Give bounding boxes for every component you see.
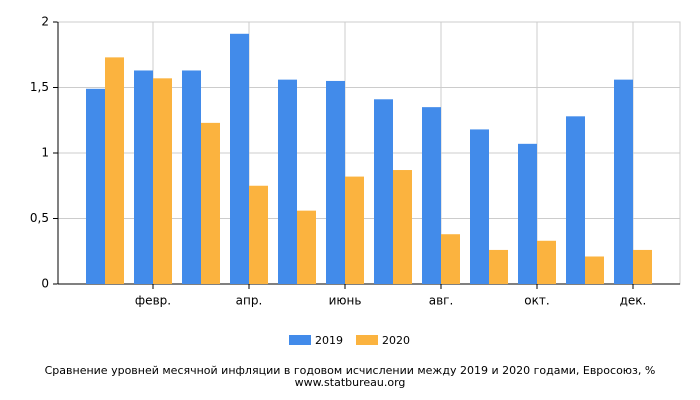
x-tick-label: апр. bbox=[236, 294, 263, 308]
bar bbox=[297, 210, 316, 284]
bar bbox=[249, 185, 268, 284]
bar bbox=[374, 99, 393, 284]
bar bbox=[614, 79, 633, 284]
chart-subtitle: www.statbureau.org bbox=[295, 376, 406, 389]
y-tick-label: 0 bbox=[41, 277, 49, 291]
x-tick-label: февр. bbox=[135, 294, 171, 308]
bar bbox=[326, 80, 345, 284]
bar bbox=[422, 107, 441, 285]
bar bbox=[518, 143, 537, 284]
x-tick-label: окт. bbox=[524, 294, 549, 308]
bar bbox=[230, 33, 249, 284]
bar bbox=[105, 57, 124, 285]
x-tick-label: июнь bbox=[329, 294, 362, 308]
bar bbox=[441, 234, 460, 284]
bar bbox=[182, 70, 201, 284]
legend-label: 2019 bbox=[315, 334, 343, 347]
bar bbox=[201, 122, 220, 285]
bar bbox=[393, 170, 412, 284]
y-tick-label: 2 bbox=[41, 15, 49, 29]
bar bbox=[470, 129, 489, 284]
x-tick-label: дек. bbox=[620, 294, 647, 308]
x-tick-label: авг. bbox=[429, 294, 454, 308]
bar bbox=[633, 249, 652, 284]
legend-label: 2020 bbox=[382, 334, 410, 347]
bar bbox=[153, 78, 172, 284]
bar bbox=[585, 256, 604, 284]
chart-title: Сравнение уровней месячной инфляции в го… bbox=[45, 364, 656, 377]
legend-swatch bbox=[289, 335, 311, 345]
y-tick-label: 1,5 bbox=[30, 80, 49, 94]
bar bbox=[134, 70, 153, 284]
bar bbox=[86, 88, 105, 284]
bar bbox=[566, 116, 585, 284]
bar bbox=[345, 176, 364, 284]
bar bbox=[278, 79, 297, 284]
bar bbox=[537, 240, 556, 284]
bar bbox=[489, 249, 508, 284]
y-tick-label: 0,5 bbox=[30, 211, 49, 225]
y-tick-label: 1 bbox=[41, 146, 49, 160]
legend-swatch bbox=[356, 335, 378, 345]
